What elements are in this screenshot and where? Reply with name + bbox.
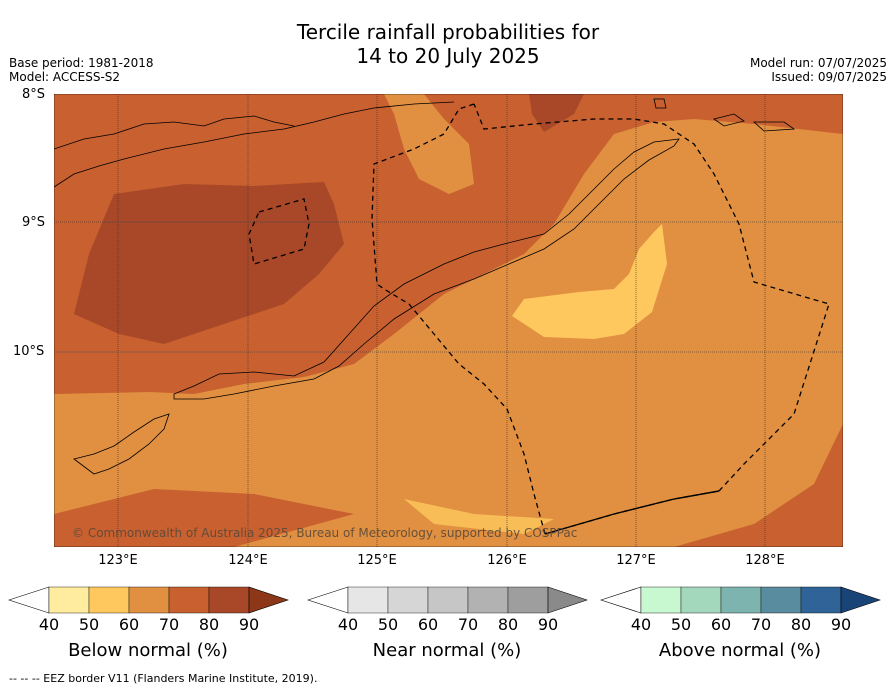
cb3-seg-60-70 — [720, 586, 762, 614]
model-run: Model run: 07/07/2025 — [749, 56, 887, 70]
cb2-tick-90: 90 — [537, 615, 559, 634]
cb2-tick-40: 40 — [337, 615, 359, 634]
cb1-tick-70: 70 — [158, 615, 180, 634]
cb3-seg-50-60 — [680, 586, 722, 614]
cb1-seg-50-60 — [88, 586, 130, 614]
colorbar-above-normal — [600, 586, 881, 614]
cb1-high-arrow — [248, 586, 289, 614]
cb3-seg-80-90 — [800, 586, 842, 614]
rainfall-map: © Commonwealth of Australia 2025, Bureau… — [54, 94, 843, 547]
cb3-seg-70-80 — [760, 586, 802, 614]
coastline — [54, 98, 796, 475]
cb1-tick-40: 40 — [38, 615, 60, 634]
cb1-low-arrow — [8, 586, 50, 614]
cb3-tick-60: 60 — [710, 615, 732, 634]
cb1-tick-80: 80 — [198, 615, 220, 634]
cb3-high-arrow — [840, 586, 881, 614]
cb3-seg-40-50 — [640, 586, 682, 614]
base-period: Base period: 1981-2018 — [9, 56, 154, 70]
model-name: Model: ACCESS-S2 — [9, 70, 121, 84]
lon-label-126e: 126°E — [487, 553, 527, 568]
gridlines — [54, 94, 843, 547]
cb2-low-arrow — [307, 586, 349, 614]
cb3-tick-80: 80 — [790, 615, 812, 634]
cb1-tick-60: 60 — [118, 615, 140, 634]
meta-right: Model run: 07/07/2025 Issued: 09/07/2025 — [750, 56, 887, 84]
cb1-seg-80-90 — [208, 586, 250, 614]
meta-left: Base period: 1981-2018 Model: ACCESS-S2 — [9, 56, 154, 84]
colorbar-near-normal — [307, 586, 588, 614]
region-70-80-sw — [54, 489, 354, 547]
region-80-90-ne — [529, 94, 584, 132]
cb2-seg-60-70 — [427, 586, 469, 614]
lon-label-125e: 125°E — [357, 553, 397, 568]
lon-label-123e: 123°E — [98, 553, 138, 568]
region-50-60 — [512, 224, 667, 339]
lon-label-124e: 124°E — [228, 553, 268, 568]
lon-label-127e: 127°E — [616, 553, 656, 568]
region-80-90 — [74, 182, 344, 344]
cb3-title: Above normal (%) — [658, 640, 822, 661]
map-title-line1: Tercile rainfall probabilities for — [296, 20, 600, 44]
lon-label-128e: 128°E — [745, 553, 785, 568]
cb1-seg-60-70 — [128, 586, 170, 614]
cb3-tick-70: 70 — [750, 615, 772, 634]
issued-date: Issued: 09/07/2025 — [771, 70, 887, 84]
cb3-low-arrow — [600, 586, 642, 614]
map-title-line2: 14 to 20 July 2025 — [356, 44, 540, 68]
cb2-seg-70-80 — [467, 586, 509, 614]
colorbar-below-normal — [8, 586, 289, 614]
eez-footer-note: -- -- -- EEZ border V11 (Flanders Marine… — [9, 672, 318, 685]
lat-label-10s: 10°S — [13, 344, 45, 359]
lat-label-9s: 9°S — [22, 215, 46, 230]
cb2-seg-40-50 — [347, 586, 389, 614]
cb1-title: Below normal (%) — [68, 640, 228, 661]
cb1-tick-90: 90 — [238, 615, 260, 634]
cb2-title: Near normal (%) — [372, 640, 522, 661]
region-70-80-north — [54, 94, 843, 394]
cb3-tick-50: 50 — [670, 615, 692, 634]
cb1-tick-50: 50 — [78, 615, 100, 634]
copyright-text: © Commonwealth of Australia 2025, Bureau… — [72, 526, 577, 540]
cb2-tick-70: 70 — [457, 615, 479, 634]
cb2-tick-60: 60 — [417, 615, 439, 634]
region-60-70-inlet — [384, 94, 474, 194]
cb3-tick-40: 40 — [630, 615, 652, 634]
cb1-seg-70-80 — [168, 586, 210, 614]
region-70-80-se — [674, 424, 843, 547]
cb2-seg-50-60 — [387, 586, 429, 614]
cb2-high-arrow — [547, 586, 588, 614]
cb1-seg-40-50 — [48, 586, 90, 614]
cb3-tick-90: 90 — [830, 615, 852, 634]
cb2-tick-50: 50 — [377, 615, 399, 634]
lat-label-8s: 8°S — [22, 87, 46, 102]
region-50-60-south — [404, 499, 554, 534]
cb2-tick-80: 80 — [497, 615, 519, 634]
cb2-seg-80-90 — [507, 586, 549, 614]
eez-solid-segment — [544, 490, 720, 535]
